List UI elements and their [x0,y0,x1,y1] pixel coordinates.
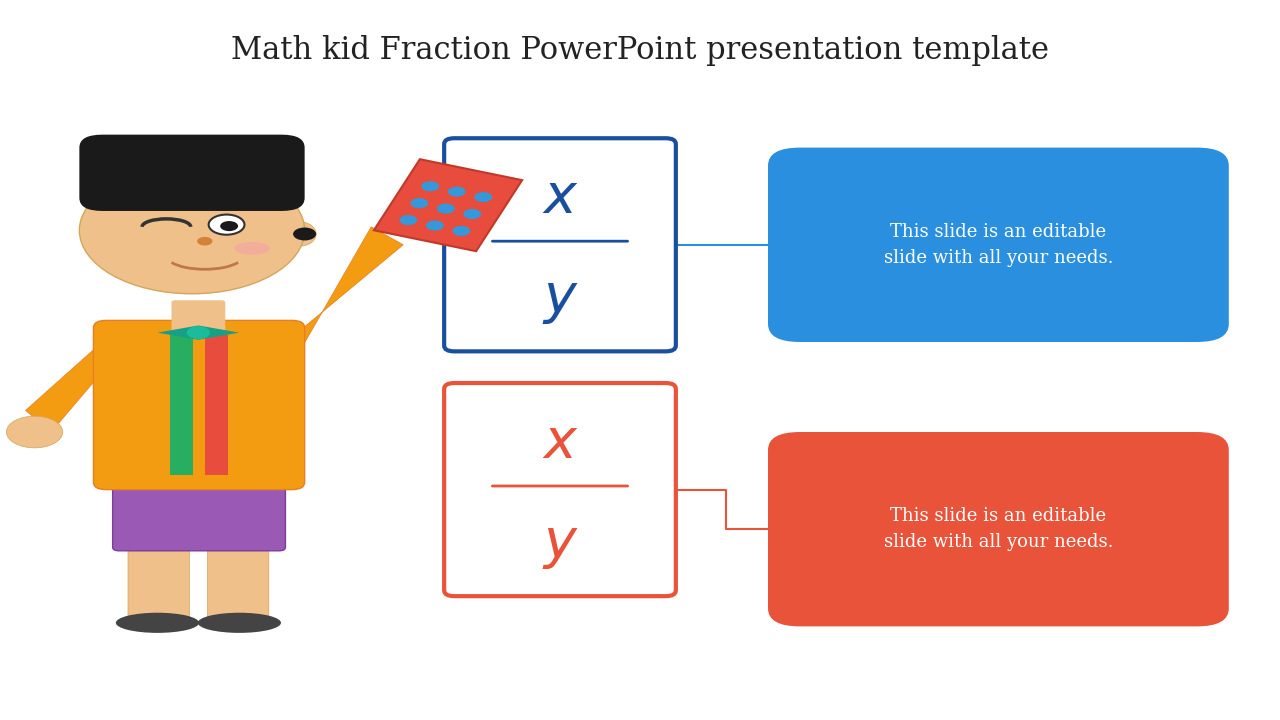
Ellipse shape [116,613,200,633]
FancyBboxPatch shape [444,138,676,351]
FancyBboxPatch shape [172,300,225,333]
Text: $\mathit{y}$: $\mathit{y}$ [541,271,579,326]
Circle shape [448,186,466,197]
FancyBboxPatch shape [768,148,1229,342]
Circle shape [220,145,292,186]
FancyBboxPatch shape [93,320,305,490]
Circle shape [197,237,212,246]
Polygon shape [374,159,522,251]
Circle shape [475,192,493,202]
Text: This slide is an editable
slide with all your needs.: This slide is an editable slide with all… [883,222,1114,267]
Circle shape [124,145,196,186]
FancyBboxPatch shape [444,383,676,596]
Polygon shape [198,325,239,340]
Circle shape [220,221,238,231]
Polygon shape [291,227,403,367]
FancyBboxPatch shape [205,335,228,475]
Polygon shape [157,325,198,340]
Circle shape [175,145,247,186]
Circle shape [187,326,210,339]
FancyBboxPatch shape [768,432,1229,626]
Text: $\mathit{x}$: $\mathit{x}$ [541,415,579,470]
Circle shape [293,228,316,240]
Text: This slide is an editable
slide with all your needs.: This slide is an editable slide with all… [883,507,1114,552]
Circle shape [463,209,481,219]
Ellipse shape [234,242,270,255]
Circle shape [86,145,157,186]
Circle shape [426,220,444,230]
FancyBboxPatch shape [113,472,285,551]
FancyBboxPatch shape [170,335,193,475]
Circle shape [6,416,63,448]
Ellipse shape [198,613,282,633]
Circle shape [411,198,429,208]
Text: $\mathit{x}$: $\mathit{x}$ [541,171,579,225]
FancyBboxPatch shape [207,534,269,621]
Circle shape [452,226,470,236]
Circle shape [399,215,417,225]
Text: $\mathit{y}$: $\mathit{y}$ [541,516,579,571]
Text: Math kid Fraction PowerPoint presentation template: Math kid Fraction PowerPoint presentatio… [230,35,1050,66]
FancyBboxPatch shape [79,135,305,211]
Circle shape [421,181,439,192]
Circle shape [79,167,305,294]
FancyBboxPatch shape [128,534,189,621]
Polygon shape [26,338,106,432]
Circle shape [209,215,244,235]
Circle shape [436,204,454,214]
Ellipse shape [283,222,316,246]
